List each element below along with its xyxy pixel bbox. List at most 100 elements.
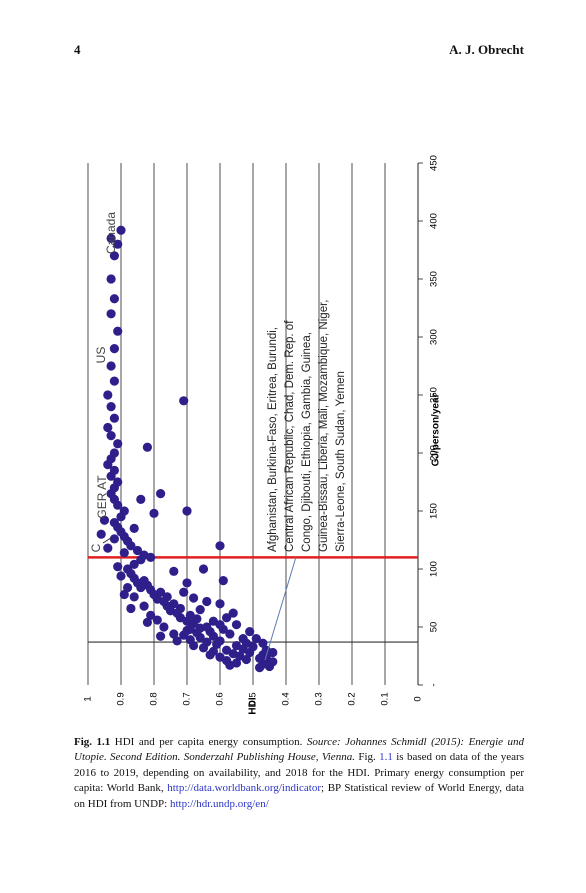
data-point (208, 616, 218, 626)
caption-text-3: is based on data of the years 2016 to 20… (74, 751, 524, 795)
data-point (109, 376, 119, 386)
data-point (159, 622, 169, 632)
data-point (113, 562, 123, 572)
page-number: 4 (74, 42, 81, 57)
data-point (231, 640, 242, 651)
running-head-author: A. J. Obrecht (449, 42, 524, 57)
data-point (179, 396, 189, 406)
data-point (179, 587, 189, 597)
annotation-countries-line: Sierra-Leone, South Sudan, Yemen (335, 371, 347, 552)
data-point (126, 603, 136, 614)
data-point (215, 599, 225, 609)
data-point (109, 465, 119, 475)
data-point (255, 663, 265, 673)
caption-link-undp[interactable]: http://hdr.undp.org/en/ (169, 797, 269, 810)
caption-text-1: HDI and per capita energy consumption. (110, 736, 307, 748)
caption-source: Source: Johannes Schmidl (2015): Energie… (74, 736, 525, 764)
data-point (113, 477, 123, 487)
y-tick-label: 0.6 (215, 692, 226, 705)
data-point (142, 617, 152, 627)
y-tick-label: 0 (413, 696, 424, 701)
data-point (169, 629, 179, 639)
data-point (149, 508, 159, 518)
data-point (106, 431, 116, 441)
y-axis-label: HDI (248, 697, 259, 714)
x-tick-label: 150 (429, 503, 440, 519)
data-point (96, 529, 106, 539)
data-point (205, 650, 215, 660)
annotation-countries-line: Central African Republic, Chad, Dem. Rep… (284, 320, 296, 552)
y-tick-label: 0.2 (347, 692, 358, 705)
data-point (109, 344, 119, 354)
data-point (251, 634, 261, 644)
data-point (268, 657, 278, 667)
annotation-countries-line: Guinea-Bissau, Liberia, Mali, Mozambique… (318, 300, 330, 552)
data-point (202, 637, 212, 647)
data-point (146, 552, 156, 563)
data-point (189, 593, 199, 603)
data-point (172, 636, 182, 646)
data-point (156, 489, 166, 499)
caption-fig-link[interactable]: 1.1 (379, 751, 393, 764)
label-pointer (102, 536, 113, 544)
data-point (225, 629, 235, 639)
data-point (231, 620, 242, 630)
data-point (113, 239, 123, 249)
data-point (142, 442, 152, 452)
y-tick-label: 0.3 (314, 692, 325, 705)
data-point (146, 610, 156, 621)
caption-text-2: Fig. (354, 751, 380, 764)
data-point (228, 608, 238, 618)
x-tick-label: 300 (429, 329, 440, 345)
data-point (185, 624, 195, 634)
data-point (218, 576, 228, 586)
data-point (109, 518, 119, 528)
data-point (152, 615, 162, 625)
data-point (195, 605, 205, 615)
data-point (175, 603, 185, 614)
data-point (123, 582, 133, 593)
label-ch: C (89, 543, 103, 552)
data-point (106, 402, 116, 412)
data-point (109, 534, 119, 544)
data-point (129, 523, 139, 534)
label-us: US (94, 347, 108, 364)
y-tick-label: 0.9 (116, 692, 127, 705)
data-point (109, 251, 119, 261)
y-tick-label: 0.8 (149, 692, 160, 705)
data-point (103, 543, 113, 553)
data-point (169, 566, 179, 576)
data-point (123, 564, 133, 574)
data-point (129, 559, 139, 569)
y-tick-label: 0.5 (248, 692, 259, 705)
data-point (113, 439, 123, 449)
y-tick-label: 0.7 (182, 692, 193, 705)
label-canada: Canada (104, 212, 118, 254)
data-point (109, 413, 119, 423)
data-point (103, 390, 113, 400)
x-tick-label: 400 (429, 213, 440, 229)
x-tick-label: 250 (429, 387, 440, 403)
data-point (106, 309, 116, 319)
data-point (109, 448, 119, 458)
label-ger-at: GER AT (95, 475, 109, 519)
x-tick-label: 350 (429, 271, 440, 287)
data-point (238, 634, 248, 644)
x-tick-label: 200 (429, 445, 440, 461)
caption-text-4: ; BP Statistical review of World Energy,… (74, 782, 524, 810)
x-axis-label: GJ/person/year (431, 393, 442, 466)
data-point (132, 545, 143, 556)
caption-link-worldbank[interactable]: http://data.worldbank.org/indicator (167, 782, 321, 795)
data-point (109, 294, 119, 304)
data-point (162, 592, 172, 602)
y-tick-label: 0.4 (281, 692, 292, 705)
annotation-leader-line (264, 556, 297, 661)
data-point (119, 506, 129, 516)
data-point (156, 631, 166, 641)
data-point (182, 506, 192, 516)
data-point (99, 515, 110, 525)
data-point (139, 601, 149, 611)
x-tick-label: - (429, 683, 440, 686)
